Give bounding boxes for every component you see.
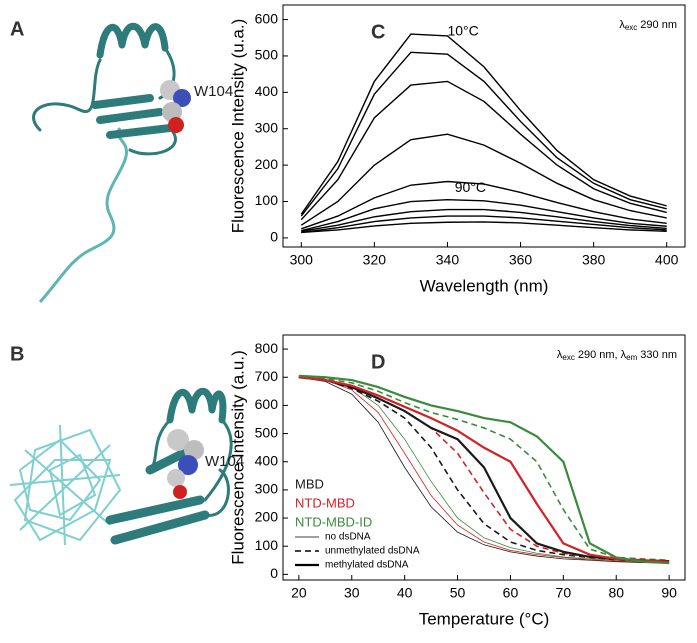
y-tick-label: 200 bbox=[255, 156, 279, 172]
annotation-text: 330 nm bbox=[640, 349, 677, 361]
atom bbox=[184, 440, 204, 460]
series-line bbox=[301, 180, 667, 230]
y-tick-label: 600 bbox=[255, 396, 279, 412]
x-tick-label: 40 bbox=[397, 585, 413, 601]
protein-a: A W104 bbox=[10, 18, 233, 304]
series-line bbox=[301, 215, 667, 234]
sheet bbox=[91, 94, 174, 139]
series-line bbox=[298, 376, 670, 563]
annotation-text: 290 nm bbox=[640, 19, 677, 31]
curve-label: 90°C bbox=[455, 179, 486, 195]
panel-label: B bbox=[10, 343, 24, 365]
y-tick-label: 400 bbox=[255, 452, 279, 468]
series-line bbox=[301, 208, 667, 233]
series-line bbox=[298, 375, 670, 562]
series-line bbox=[300, 51, 667, 217]
annotation: λexc 290 nm bbox=[619, 19, 677, 32]
x-axis-label: Temperature (°C) bbox=[419, 609, 550, 628]
atom bbox=[162, 102, 182, 122]
x-tick-label: 300 bbox=[290, 252, 314, 268]
x-tick-label: 20 bbox=[291, 585, 307, 601]
x-tick-label: 50 bbox=[450, 585, 466, 601]
atom bbox=[173, 485, 187, 499]
annotation: λexc 290 nm, λem 330 nm bbox=[557, 349, 677, 362]
x-tick-label: 320 bbox=[363, 252, 387, 268]
series-line bbox=[300, 133, 667, 226]
y-tick-label: 400 bbox=[255, 83, 279, 99]
y-tick-label: 500 bbox=[255, 424, 279, 440]
annotation-subscript: exc bbox=[625, 23, 637, 32]
y-tick-label: 0 bbox=[270, 229, 278, 245]
curve-label: 10°C bbox=[447, 23, 478, 39]
plot-frame bbox=[282, 4, 686, 248]
helix bbox=[166, 387, 227, 424]
panel-label: A bbox=[10, 18, 24, 40]
series-line bbox=[300, 80, 667, 221]
y-tick-label: 200 bbox=[255, 509, 279, 525]
atom bbox=[173, 89, 191, 107]
y-tick-label: 600 bbox=[255, 10, 279, 26]
atom bbox=[168, 117, 184, 133]
x-tick-label: 70 bbox=[556, 585, 572, 601]
x-axis-label: Wavelength (nm) bbox=[420, 276, 549, 295]
series-line bbox=[298, 376, 670, 563]
panel-label: D bbox=[371, 351, 385, 373]
y-axis-label: Fluorescence Intensity (u.a.) bbox=[228, 19, 247, 233]
protein-b: B W104 bbox=[9, 343, 244, 546]
legend-entry: no dsDNA bbox=[325, 532, 371, 543]
y-tick-label: 100 bbox=[255, 537, 279, 553]
annotation-text: λ bbox=[619, 19, 625, 31]
panel-label: C bbox=[371, 21, 385, 43]
tail bbox=[38, 127, 128, 304]
plot-frame bbox=[282, 334, 686, 581]
series-line bbox=[298, 376, 670, 564]
legend-entry: methylated dsDNA bbox=[325, 560, 409, 571]
legend-entry: MBD bbox=[295, 476, 324, 491]
legend-entry: unmethylated dsDNA bbox=[325, 546, 420, 557]
y-tick-label: 800 bbox=[255, 340, 279, 356]
ensemble bbox=[9, 424, 122, 546]
y-axis-label: Fluorescence Intensity (a.u.) bbox=[228, 350, 247, 564]
legend-entry: NTD-MBD-ID bbox=[295, 514, 372, 529]
residue-label: W104 bbox=[205, 453, 244, 470]
legend-entry: NTD-MBD bbox=[295, 495, 355, 510]
annotation-subscript: em bbox=[626, 353, 637, 362]
series-line bbox=[298, 374, 670, 565]
atom bbox=[178, 455, 198, 475]
x-tick-label: 30 bbox=[344, 585, 360, 601]
series-line bbox=[300, 33, 667, 215]
y-tick-label: 0 bbox=[270, 565, 278, 581]
x-tick-label: 400 bbox=[655, 252, 679, 268]
series-line bbox=[298, 376, 670, 563]
x-tick-label: 380 bbox=[582, 252, 606, 268]
series-line bbox=[301, 221, 667, 234]
annotation-text: λ bbox=[557, 349, 563, 361]
x-tick-label: 340 bbox=[436, 252, 460, 268]
x-tick-label: 360 bbox=[509, 252, 533, 268]
annotation-subscript: exc bbox=[562, 353, 574, 362]
x-tick-label: 60 bbox=[503, 585, 519, 601]
helix bbox=[96, 22, 169, 59]
y-tick-label: 500 bbox=[255, 47, 279, 63]
sheet bbox=[105, 445, 210, 545]
x-tick-label: 80 bbox=[608, 585, 624, 601]
y-tick-label: 700 bbox=[255, 368, 279, 384]
atom bbox=[167, 469, 185, 487]
y-tick-label: 300 bbox=[255, 481, 279, 497]
y-tick-label: 300 bbox=[255, 119, 279, 135]
y-tick-label: 100 bbox=[255, 192, 279, 208]
x-tick-label: 90 bbox=[661, 585, 677, 601]
loops bbox=[148, 418, 233, 517]
residue-label: W104 bbox=[194, 83, 233, 100]
atom bbox=[167, 429, 189, 451]
annotation-text: 290 nm, λ bbox=[578, 349, 627, 361]
series-line bbox=[301, 198, 667, 232]
